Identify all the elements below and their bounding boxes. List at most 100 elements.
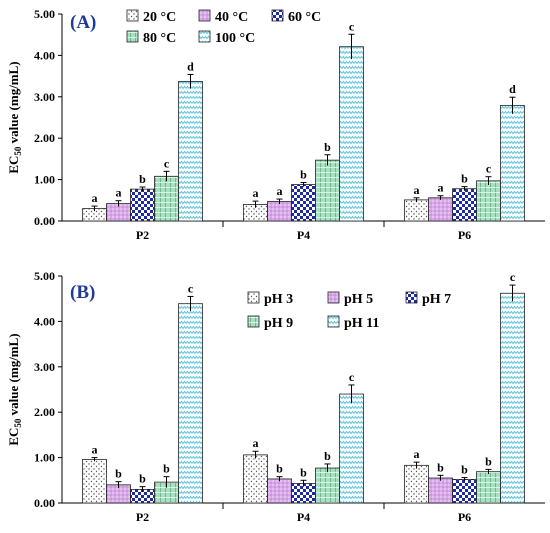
bar-p6-series-3 (452, 188, 477, 222)
x-category-label: P2 (136, 228, 149, 242)
significance-letter: c (510, 270, 516, 284)
y-tick-label: 2.00 (34, 131, 55, 145)
legend-swatch (405, 291, 418, 304)
bar-p2-series-3 (130, 188, 155, 222)
significance-letter: c (349, 19, 355, 33)
legend-swatch (247, 291, 260, 304)
bar-p6-series-1 (404, 464, 429, 504)
bar-p2-series-1 (82, 459, 107, 504)
bar-p4-series-4 (315, 467, 340, 504)
panel-label: (B) (70, 282, 95, 303)
significance-letter: d (187, 59, 194, 73)
significance-letter: b (461, 172, 468, 186)
significance-letter: b (115, 467, 122, 481)
legend-label: pH 9 (264, 316, 293, 331)
significance-letter: a (253, 436, 259, 450)
significance-letter: a (92, 191, 98, 205)
legend-swatch (126, 30, 139, 43)
legend-swatch (327, 291, 340, 304)
y-axis-label: EC50 value (mg/mL) (6, 333, 23, 445)
significance-letter: b (300, 465, 307, 479)
legend-swatch (271, 9, 284, 22)
legend-label: pH 5 (344, 292, 373, 307)
y-axis-label-rest: value (mg/mL) (6, 61, 21, 146)
panel-b: 0.00 1.00 2.00 3.00 4.00 5.00 EC50 value (mg/m… (6, 269, 545, 524)
legend-label: 80 °C (143, 31, 176, 46)
x-category-label: P6 (458, 228, 471, 242)
significance-letter: a (253, 186, 259, 200)
bar-p4-series-5 (339, 393, 364, 504)
y-axis-label-main: EC (6, 428, 21, 446)
significance-letter: b (276, 462, 283, 476)
x-category-label: P4 (297, 510, 310, 524)
legend-label: pH 3 (264, 292, 293, 307)
y-tick-label: 1.00 (34, 451, 55, 465)
bar-p6-series-5 (500, 105, 525, 222)
significance-letter: b (485, 454, 492, 468)
legend: 20 °C 40 °C 60 °C 80 °C 100 °C (126, 9, 321, 46)
y-tick-label: 5.00 (34, 269, 55, 283)
legend-label: 100 °C (215, 31, 255, 46)
y-tick-label: 5.00 (34, 7, 55, 21)
y-axis-label-subscript: 50 (13, 418, 23, 428)
legend-swatch (198, 9, 211, 22)
bar-p4-series-1 (243, 454, 268, 504)
bar-p4-series-4 (315, 159, 340, 222)
legend-label: 60 °C (288, 10, 321, 25)
y-tick-label: 1.00 (34, 173, 55, 187)
legend: pH 3 pH 5 pH 7 pH 9 pH 11 (247, 291, 451, 331)
significance-letter: a (414, 183, 420, 197)
significance-letter: b (461, 463, 468, 477)
panel-label: (A) (70, 12, 96, 33)
bar-p6-series-3 (452, 478, 477, 504)
y-tick-label: 3.00 (34, 90, 55, 104)
legend-label: pH 7 (422, 292, 451, 307)
significance-letter: b (300, 167, 307, 181)
legend-label: pH 11 (344, 316, 379, 331)
y-tick-label: 0.00 (34, 214, 55, 228)
y-tick-label: 4.00 (34, 314, 55, 328)
bar-p2-series-4 (154, 175, 179, 222)
y-axis-label-main: EC (6, 156, 21, 174)
bar-p4-series-2 (267, 478, 292, 504)
bar-p6-series-4 (476, 180, 501, 222)
bar-p2-series-5 (178, 303, 203, 504)
y-tick-label: 0.00 (34, 496, 55, 510)
bar-p2-series-5 (178, 81, 203, 222)
significance-letter: b (163, 462, 170, 476)
significance-letter: b (437, 460, 444, 474)
significance-letter: a (116, 186, 122, 200)
significance-letter: d (509, 82, 516, 96)
bar-p4-series-5 (339, 46, 364, 222)
bar-p6-series-5 (500, 292, 525, 504)
significance-letter: c (349, 370, 355, 384)
significance-letter: b (324, 449, 331, 463)
significance-letter: a (277, 184, 283, 198)
significance-letter: c (164, 156, 170, 170)
bar-p6-series-2 (428, 197, 453, 222)
legend-swatch (126, 9, 139, 22)
bar-p6-series-4 (476, 471, 501, 504)
bar-p6-series-2 (428, 477, 453, 504)
significance-letter: a (414, 447, 420, 461)
legend-label: 20 °C (143, 10, 176, 25)
significance-letter: b (139, 472, 146, 486)
legend-swatch (247, 315, 260, 328)
bar-p6-series-1 (404, 199, 429, 222)
legend-swatch (198, 30, 211, 43)
panel-a: 0.00 1.00 2.00 3.00 4.00 5.00 EC50 value (mg/m… (6, 7, 545, 242)
significance-letter: a (92, 443, 98, 457)
bar-p4-series-2 (267, 201, 292, 222)
y-axis-label-rest: value (mg/mL) (6, 333, 21, 418)
legend-swatch (327, 315, 340, 328)
y-axis-label-subscript: 50 (13, 146, 23, 156)
y-tick-label: 4.00 (34, 48, 55, 62)
significance-letter: b (324, 140, 331, 154)
significance-letter: c (188, 281, 194, 295)
significance-letter: c (486, 162, 492, 176)
legend-label: 40 °C (215, 10, 248, 25)
y-tick-label: 2.00 (34, 405, 55, 419)
y-axis-label: EC50 value (mg/mL) (6, 61, 23, 173)
